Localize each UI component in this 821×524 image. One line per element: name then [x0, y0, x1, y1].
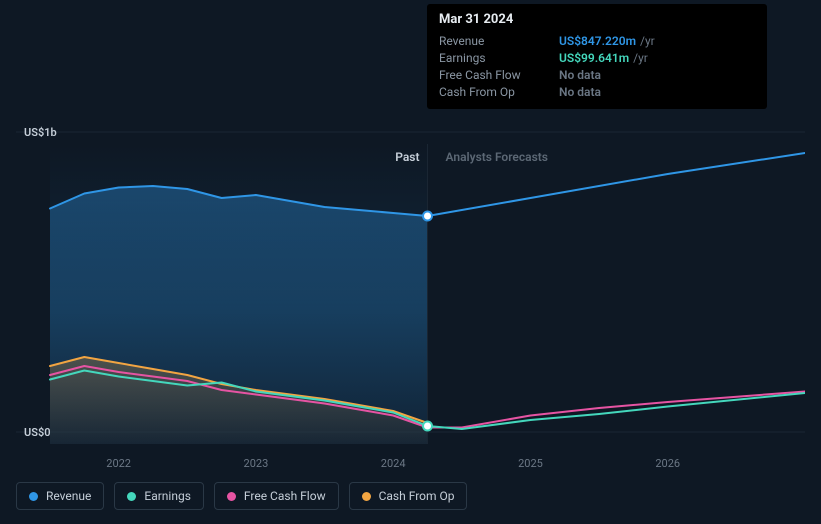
x-axis-tick-label: 2025 — [518, 457, 543, 470]
chart-tooltip: Mar 31 2024 RevenueUS$847.220m/yrEarning… — [427, 4, 767, 109]
tooltip-row-suffix: /yr — [640, 34, 655, 48]
legend-item-free-cash-flow[interactable]: Free Cash Flow — [214, 482, 339, 510]
tooltip-row-label: Free Cash Flow — [439, 67, 559, 84]
tooltip-row: RevenueUS$847.220m/yr — [439, 33, 755, 50]
legend-swatch-icon — [362, 492, 371, 501]
x-axis-tick-label: 2026 — [655, 457, 680, 470]
tooltip-row-value: No data — [559, 67, 601, 84]
x-axis-tick-label: 2023 — [244, 457, 269, 470]
y-axis-tick-label: US$0 — [24, 426, 51, 439]
x-axis-tick-label: 2024 — [381, 457, 406, 470]
legend-item-label: Free Cash Flow — [244, 489, 326, 503]
y-axis-tick-label: US$1b — [24, 126, 57, 139]
legend-item-revenue[interactable]: Revenue — [16, 482, 104, 510]
legend-item-label: Revenue — [46, 489, 91, 503]
tooltip-row: Free Cash FlowNo data — [439, 67, 755, 84]
tooltip-row: Cash From OpNo data — [439, 84, 755, 101]
tooltip-row-value: US$847.220m/yr — [559, 33, 655, 50]
legend-swatch-icon — [127, 492, 136, 501]
section-label-past: Past — [395, 150, 419, 164]
tooltip-row-suffix: /yr — [633, 51, 648, 65]
legend-swatch-icon — [29, 492, 38, 501]
tooltip-row-value: US$99.641m/yr — [559, 50, 648, 67]
tooltip-row-label: Cash From Op — [439, 84, 559, 101]
legend-item-earnings[interactable]: Earnings — [114, 482, 204, 510]
legend-item-label: Cash From Op — [379, 489, 455, 503]
tooltip-row-label: Earnings — [439, 50, 559, 67]
section-label-forecast: Analysts Forecasts — [446, 150, 548, 164]
tooltip-title: Mar 31 2024 — [439, 12, 755, 27]
chart-legend: Revenue Earnings Free Cash Flow Cash From O… — [16, 482, 467, 510]
legend-item-label: Earnings — [144, 489, 191, 503]
legend-item-cash-from-op[interactable]: Cash From Op — [349, 482, 468, 510]
tooltip-row-label: Revenue — [439, 33, 559, 50]
legend-swatch-icon — [227, 492, 236, 501]
x-axis-tick-label: 2022 — [106, 457, 131, 470]
tooltip-row-value: No data — [559, 84, 601, 101]
tooltip-row: EarningsUS$99.641m/yr — [439, 50, 755, 67]
